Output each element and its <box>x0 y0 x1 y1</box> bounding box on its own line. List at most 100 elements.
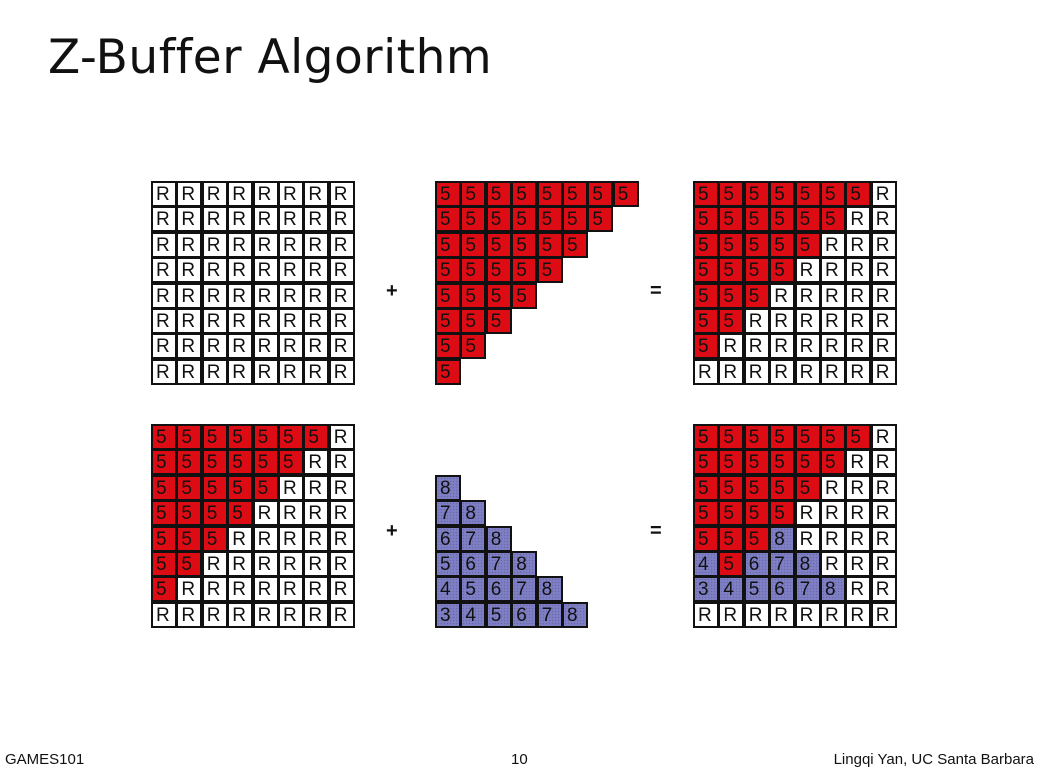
grid-cell: R <box>176 333 203 360</box>
grid-cell: R <box>870 576 897 603</box>
grid-cell: R <box>743 333 770 360</box>
grid-cell: 5 <box>718 424 745 450</box>
grid-cell: 4 <box>435 576 461 603</box>
grid-cell: 8 <box>485 525 512 552</box>
grid-cell: R <box>303 601 330 628</box>
grid-cell: 5 <box>460 181 487 207</box>
footer-author: Lingqi Yan, UC Santa Barbara <box>833 751 1034 768</box>
grid-cell: 5 <box>435 358 461 385</box>
grid-cell: 6 <box>511 601 538 628</box>
grid-cell: R <box>328 282 355 309</box>
grid-cell: R <box>151 282 177 309</box>
grid-cell: R <box>328 333 355 360</box>
grid-cell: 5 <box>176 449 203 476</box>
grid-cell: R <box>227 257 254 284</box>
grid-cell: R <box>845 308 872 334</box>
grid-cell: 5 <box>460 333 487 360</box>
grid-cell: R <box>870 525 897 552</box>
grid-cell: R <box>794 257 821 284</box>
grid-cell: 5 <box>693 333 719 360</box>
grid-cell: 5 <box>693 282 719 309</box>
grid-cell: R <box>201 206 228 233</box>
grid-cell: R <box>794 308 821 334</box>
plus-operator-top: + <box>386 280 398 302</box>
grid-cell: R <box>845 333 872 360</box>
grid-cell: 5 <box>587 206 614 233</box>
grid-cell: 5 <box>511 206 538 233</box>
grid-cell: R <box>845 601 872 628</box>
grid-cell: 6 <box>435 525 461 552</box>
grid-cell: 5 <box>820 206 846 233</box>
grid-cell: R <box>870 308 897 334</box>
grid-cell: R <box>303 308 330 334</box>
grid-cell: 5 <box>252 449 279 476</box>
grid-cell: R <box>176 576 203 603</box>
grid-cell: R <box>820 257 846 284</box>
grid-cell: R <box>820 282 846 309</box>
grid-cell: 5 <box>718 308 745 334</box>
grid-cell: R <box>201 231 228 258</box>
grid-cell: 5 <box>227 474 254 501</box>
grid-cell: R <box>870 206 897 233</box>
grid-cell: 7 <box>536 601 563 628</box>
grid-cell: R <box>151 231 177 258</box>
grid-cell: 5 <box>435 308 461 334</box>
grid-cell: 5 <box>794 181 821 207</box>
grid-cell: R <box>845 282 872 309</box>
grid-cell: 5 <box>435 551 461 577</box>
grid-cell: R <box>845 474 872 501</box>
grid-cell: R <box>870 181 897 207</box>
grid-cell: R <box>845 551 872 577</box>
grid-cell: 7 <box>769 551 796 577</box>
grid-cell: R <box>227 231 254 258</box>
grid-cell: R <box>303 500 330 527</box>
grid-cell: 5 <box>176 551 203 577</box>
grid-cell: R <box>820 525 846 552</box>
grid-cell: 8 <box>820 576 846 603</box>
grid-cell: 5 <box>151 525 177 552</box>
grid-cell: R <box>303 525 330 552</box>
grid-cell: R <box>227 525 254 552</box>
grid-cell: 5 <box>151 424 177 450</box>
grid-cell: 5 <box>794 231 821 258</box>
grid-cell: 5 <box>151 500 177 527</box>
grid-cell: 5 <box>511 282 538 309</box>
grid-cell: R <box>328 358 355 385</box>
grid-cell: 5 <box>794 474 821 501</box>
grid-cell: R <box>328 231 355 258</box>
grid-cell: R <box>870 424 897 450</box>
grid-cell: 5 <box>435 206 461 233</box>
grid-cell: R <box>794 500 821 527</box>
grid-cell: 5 <box>820 424 846 450</box>
grid-cell: R <box>328 551 355 577</box>
grid-cell: 5 <box>485 231 512 258</box>
grid-cell: 5 <box>769 181 796 207</box>
grid-cell: R <box>870 282 897 309</box>
grid-cell: 5 <box>201 500 228 527</box>
grid-cell: R <box>303 282 330 309</box>
grid-cell: R <box>845 206 872 233</box>
grid-cell: R <box>820 333 846 360</box>
grid-cell: R <box>845 500 872 527</box>
grid-cell: 7 <box>460 525 487 552</box>
grid-cell: 5 <box>718 449 745 476</box>
grid-cell: 5 <box>511 231 538 258</box>
grid-cell: R <box>693 601 719 628</box>
grid-cell: R <box>252 551 279 577</box>
grid-cell: 5 <box>227 500 254 527</box>
grid-cell: R <box>820 231 846 258</box>
grid-cell: R <box>252 282 279 309</box>
grid-cell: 5 <box>485 257 512 284</box>
grid-cell: R <box>303 181 330 207</box>
grid-cell: 5 <box>794 449 821 476</box>
grid-cell: 5 <box>743 424 770 450</box>
grid-cell: 8 <box>536 576 563 603</box>
grid-cell: R <box>176 206 203 233</box>
grid-cell: R <box>201 333 228 360</box>
grid-cell: R <box>870 474 897 501</box>
grid-cell: R <box>227 601 254 628</box>
grid-cell: R <box>151 206 177 233</box>
grid-cell: 5 <box>176 474 203 501</box>
grid-cell: 5 <box>743 282 770 309</box>
grid-cell: R <box>278 358 304 385</box>
